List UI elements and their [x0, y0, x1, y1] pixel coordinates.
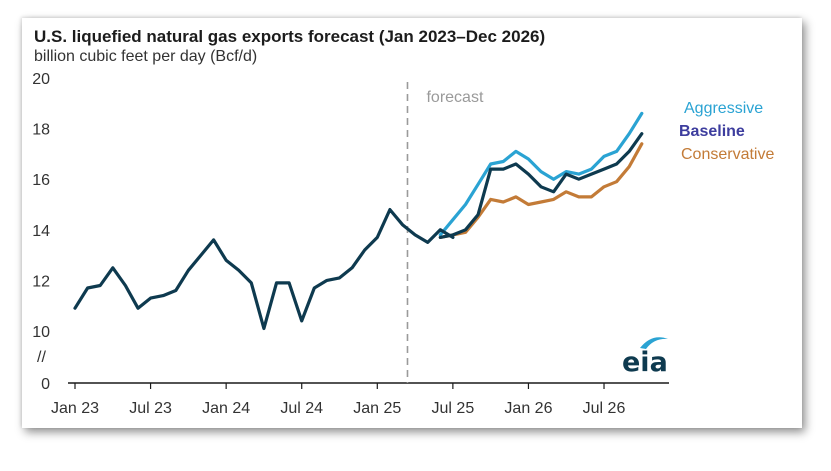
chart-subtitle: billion cubic feet per day (Bcf/d): [34, 48, 258, 65]
series-historical-line: [73, 208, 455, 331]
eia-logo: eia: [622, 337, 668, 378]
x-tick-label: Jan 25: [353, 400, 401, 417]
y-tick-label: 16: [32, 172, 50, 189]
y-tick-label: 0: [41, 376, 50, 393]
eia-logo-swoosh: [640, 337, 668, 349]
series-layer: [73, 111, 644, 331]
series-baseline-line: [438, 132, 644, 239]
y-tick-label: 18: [32, 122, 50, 139]
y-tick-label: 12: [32, 273, 50, 290]
y-tick-label: 20: [32, 71, 50, 88]
y-tick-label: 14: [32, 223, 50, 240]
x-tick-label: Jul 25: [432, 400, 475, 417]
series-conservative-line: [438, 142, 644, 239]
x-axis: Jan 23 Jul 23 Jan 24 Jul 24 Jan 25 Jul 25 Jan …: [51, 382, 669, 417]
chart-title: U.S. liquefied natural gas exports forec…: [34, 27, 546, 46]
legend-baseline: Baseline: [679, 123, 745, 140]
x-tick-label: Jan 26: [504, 400, 552, 417]
legend-aggressive: Aggressive: [684, 100, 763, 117]
x-tick-label: Jan 23: [51, 400, 99, 417]
x-tick-label: Jan 24: [202, 400, 250, 417]
eia-logo-text: eia: [622, 347, 668, 378]
y-axis: 0 10 12 14 16 18 20: [32, 71, 50, 393]
x-tick-label: Jul 23: [129, 400, 172, 417]
series-aggressive-line: [438, 111, 644, 237]
axis-break-mark: //: [37, 349, 46, 366]
x-tick-label: Jul 26: [583, 400, 626, 417]
legend: Aggressive Baseline Conservative: [679, 100, 774, 163]
x-tick-label: Jul 24: [280, 400, 323, 417]
legend-conservative: Conservative: [681, 146, 774, 163]
forecast-label: forecast: [426, 89, 483, 106]
chart-frame: [22, 18, 802, 428]
y-tick-label: 10: [32, 324, 50, 341]
